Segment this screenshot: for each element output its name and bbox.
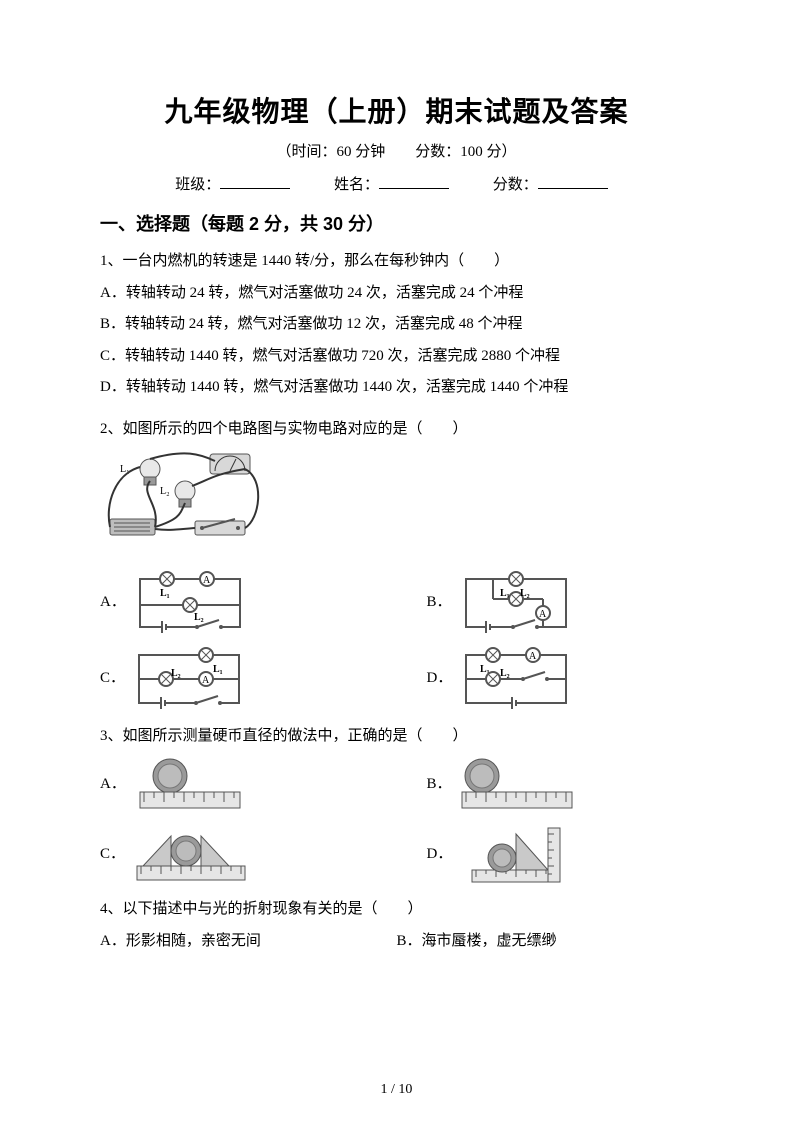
q2-opt-b: B． L₁ L₂ A xyxy=(427,571,694,635)
q4-opt-a: A．形影相随，亲密无间 xyxy=(100,926,397,958)
class-label: 班级： xyxy=(175,177,220,193)
q2-d-label: D． xyxy=(427,663,453,695)
svg-text:A: A xyxy=(529,651,537,662)
svg-text:L₂: L₂ xyxy=(194,612,204,623)
name-label: 姓名： xyxy=(334,177,379,193)
score-label: 分数： xyxy=(493,177,538,193)
q3-figure-c xyxy=(131,826,251,884)
q2-opt-c: C． L₁ L₂ A xyxy=(100,647,367,711)
q3-opt-d: D． xyxy=(427,826,694,884)
q3-figure-d xyxy=(458,826,578,884)
question-4: 4、以下描述中与光的折射现象有关的是（ ） A．形影相随，亲密无间 B．海市蜃楼… xyxy=(100,894,693,957)
svg-text:L₂: L₂ xyxy=(171,668,181,679)
svg-text:L₁: L₁ xyxy=(160,588,170,599)
class-blank xyxy=(220,174,290,189)
q2-stem: 2、如图所示的四个电路图与实物电路对应的是（ ） xyxy=(100,414,693,446)
svg-text:A: A xyxy=(202,675,210,686)
q1-opt-c: C．转轴转动 1440 转，燃气对活塞做功 720 次，活塞完成 2880 个冲… xyxy=(100,341,693,373)
q3-figure-b xyxy=(458,756,578,814)
q3-c-label: C． xyxy=(100,839,125,871)
q3-b-label: B． xyxy=(427,769,452,801)
question-1: 1、一台内燃机的转速是 1440 转/分，那么在每秒钟内（ ） A．转轴转动 2… xyxy=(100,246,693,404)
q2-circuit-b: L₁ L₂ A xyxy=(458,571,598,635)
q3-options: A． B． xyxy=(100,756,693,884)
question-2: 2、如图所示的四个电路图与实物电路对应的是（ ） L₁ L₂ xyxy=(100,414,693,711)
svg-text:A: A xyxy=(203,575,211,586)
q3-opt-c: C． xyxy=(100,826,367,884)
score-blank xyxy=(538,174,608,189)
q2-physical-circuit-figure: L₁ L₂ xyxy=(100,449,280,544)
q3-stem: 3、如图所示测量硬币直径的做法中，正确的是（ ） xyxy=(100,721,693,753)
q2-c-label: C． xyxy=(100,663,125,695)
q2-circuit-d: L₁ A L₂ xyxy=(458,647,598,711)
q3-opt-a: A． xyxy=(100,756,367,814)
svg-text:L₂: L₂ xyxy=(500,668,510,679)
q3-opt-b: B． xyxy=(427,756,694,814)
q1-stem: 1、一台内燃机的转速是 1440 转/分，那么在每秒钟内（ ） xyxy=(100,246,693,278)
page-container: 九年级物理（上册）期末试题及答案 （时间：60 分钟 分数：100 分） 班级：… xyxy=(0,0,793,1122)
q1-opt-a: A．转轴转动 24 转，燃气对活塞做功 24 次，活塞完成 24 个冲程 xyxy=(100,278,693,310)
q2-circuit-c: L₁ L₂ A xyxy=(131,647,271,711)
q2-opt-a: A． L₁ A L₂ xyxy=(100,571,367,635)
q3-a-label: A． xyxy=(100,769,126,801)
q2-a-label: A． xyxy=(100,587,126,619)
page-subtitle: （时间：60 分钟 分数：100 分） xyxy=(100,140,693,161)
section-heading-1: 一、选择题（每题 2 分，共 30 分） xyxy=(100,210,693,236)
q1-opt-b: B．转轴转动 24 转，燃气对活塞做功 12 次，活塞完成 48 个冲程 xyxy=(100,309,693,341)
q4-stem: 4、以下描述中与光的折射现象有关的是（ ） xyxy=(100,894,693,926)
name-blank xyxy=(379,174,449,189)
question-3: 3、如图所示测量硬币直径的做法中，正确的是（ ） A． B． xyxy=(100,721,693,885)
svg-text:L₁: L₁ xyxy=(213,664,223,675)
q2-b-label: B． xyxy=(427,587,452,619)
svg-text:L₂: L₂ xyxy=(160,486,170,497)
q2-opt-d: D． L₁ A L₂ xyxy=(427,647,694,711)
page-title: 九年级物理（上册）期末试题及答案 xyxy=(100,90,693,130)
q2-options: A． L₁ A L₂ xyxy=(100,571,693,711)
svg-text:A: A xyxy=(539,609,547,620)
page-footer: 1 / 10 xyxy=(0,1082,793,1098)
q3-d-label: D． xyxy=(427,839,453,871)
q4-options-row: A．形影相随，亲密无间 B．海市蜃楼，虚无缥缈 xyxy=(100,926,693,958)
student-info-line: 班级： 姓名： 分数： xyxy=(100,173,693,194)
svg-text:L₂: L₂ xyxy=(520,588,530,599)
q1-opt-d: D．转轴转动 1440 转，燃气对活塞做功 1440 次，活塞完成 1440 个… xyxy=(100,372,693,404)
q2-circuit-a: L₁ A L₂ xyxy=(132,571,272,635)
q4-opt-b: B．海市蜃楼，虚无缥缈 xyxy=(397,926,694,958)
q3-figure-a xyxy=(132,756,252,814)
